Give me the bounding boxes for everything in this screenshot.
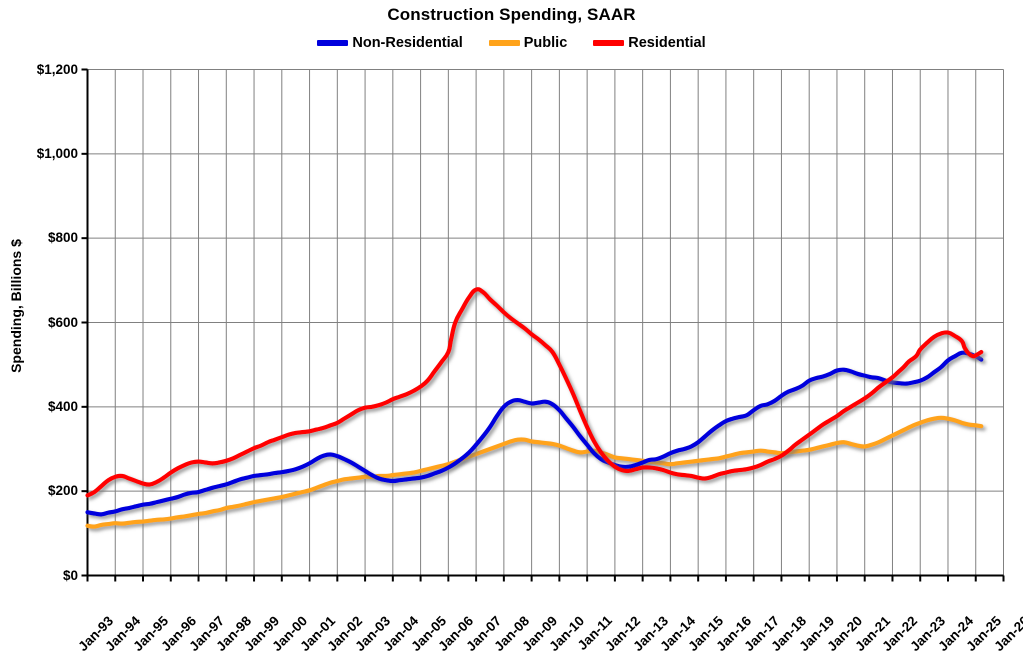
y-axis-tick-labels: $0 $200 $400 $600 $800 $1,000 $1,200 [0,0,78,630]
series-non-residential [85,350,984,517]
grid-lines [87,69,1004,576]
series-line [85,415,984,529]
chart-title: Construction Spending, SAAR [387,5,636,24]
y-axis-tick-label: $400 [47,398,78,414]
legend-swatch-icon [488,40,520,47]
x-axis-tick-labels: Jan-93 Jan-94 Jan-95 Jan-96 Jan-97 Jan-98 Jan-… [75,612,1023,653]
axis-tick-marks [81,68,1005,582]
y-axis-tick-label: $600 [47,314,78,330]
series-residential [85,287,984,498]
y-axis-tick-label: $200 [47,483,78,499]
legend-item-label: Public [523,35,568,51]
chart-legend: Non-Residential Public Residential [0,36,1023,51]
legend-item-label: Residential [628,35,706,51]
series-public [85,415,984,529]
data-series-layer [85,287,984,529]
y-axis-tick-label: $1,000 [36,145,78,161]
y-axis-tick-label: $800 [47,230,78,246]
legend-item-residential[interactable]: Residential [593,35,706,51]
legend-swatch-icon [593,40,625,47]
plot-area [81,68,1005,582]
series-line [85,350,984,517]
legend-item-non-residential[interactable]: Non-Residential [317,35,463,51]
y-axis-tick-label: $0 [62,567,78,583]
legend-item-label: Non-Residential [352,35,463,51]
legend-swatch-icon [317,40,349,47]
y-axis-tick-label: $1,200 [36,61,78,77]
legend-item-public[interactable]: Public [488,35,568,51]
series-line [85,287,984,498]
